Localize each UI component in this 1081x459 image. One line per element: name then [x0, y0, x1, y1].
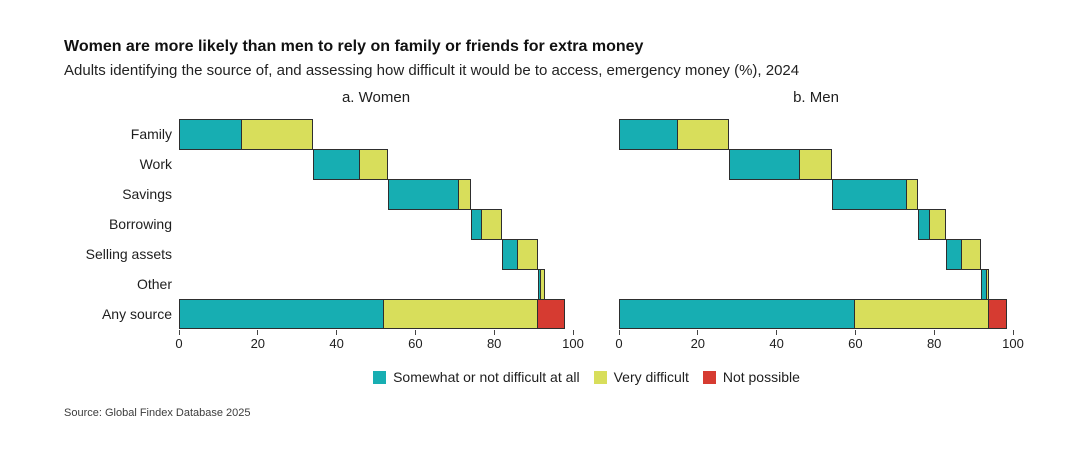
- legend: Somewhat or not difficult at all Very di…: [160, 369, 1013, 385]
- tick-mark: [618, 330, 620, 335]
- tick-label: 20: [690, 336, 706, 351]
- source-note: Source: Global Findex Database 2025: [64, 407, 251, 419]
- category-labels: [494, 119, 612, 329]
- legend-swatch-somewhat-icon: [373, 370, 387, 384]
- tick-label: 0: [175, 336, 183, 351]
- legend-item-not-possible: Not possible: [702, 369, 800, 385]
- bar-segment-somewhat: [179, 119, 243, 150]
- tick-mark: [697, 330, 699, 335]
- bar-segment-very: [382, 299, 538, 329]
- tick-label: 20: [250, 336, 266, 351]
- tick-label: 80: [486, 336, 502, 351]
- tick-label: 0: [615, 336, 623, 351]
- legend-label-not-possible: Not possible: [722, 369, 800, 385]
- tick-label: 100: [1002, 336, 1024, 351]
- bar-segment-very: [359, 149, 388, 180]
- panel-women: a. Women Family Work Savings Borrowing Selli…: [86, 89, 584, 359]
- bar-segment-somewhat: [619, 119, 679, 150]
- tick-mark: [572, 330, 574, 335]
- x-axis-women: 0 20 40 60 80 100: [175, 330, 584, 356]
- legend-item-somewhat: Somewhat or not difficult at all: [373, 369, 580, 385]
- tick-mark: [257, 330, 259, 335]
- bar-segment-not_possible: [536, 299, 566, 329]
- tick-label: 40: [769, 336, 784, 351]
- bar-segment-very: [481, 209, 503, 240]
- bar-segment-very: [929, 209, 946, 240]
- bar-segment-somewhat: [312, 149, 361, 180]
- tick-mark: [1012, 330, 1014, 335]
- category-label: Family: [130, 126, 172, 142]
- tick-label: 80: [926, 336, 942, 351]
- tick-mark: [178, 330, 180, 335]
- category-label: Selling assets: [85, 246, 172, 262]
- bar-segment-very: [905, 179, 919, 210]
- chart-subtitle: Adults identifying the source of, and as…: [64, 62, 800, 79]
- category-label: Savings: [122, 186, 172, 202]
- tick-mark: [854, 330, 856, 335]
- category-label: Borrowing: [108, 216, 172, 232]
- panel-title-women: a. Women: [341, 89, 411, 106]
- bar-segment-very: [799, 149, 832, 180]
- tick-mark: [776, 330, 778, 335]
- panel-men: b. Men 0 20 40 60 80 100: [615, 89, 1024, 359]
- category-label: Other: [136, 276, 172, 292]
- tick-mark: [336, 330, 338, 335]
- bar-segment-somewhat: [179, 299, 384, 329]
- plot-area-women: [179, 119, 573, 329]
- chart-title: Women are more likely than men to rely o…: [64, 38, 644, 55]
- tick-label: 40: [329, 336, 344, 351]
- category-label: Any source: [101, 306, 172, 322]
- bar-segment-somewhat: [831, 179, 907, 210]
- bar-segment-very: [516, 239, 538, 270]
- bar-segment-not_possible: [988, 299, 1008, 329]
- category-labels: Family Work Savings Borrowing Selling assets…: [54, 119, 172, 329]
- legend-swatch-very-icon: [593, 370, 607, 384]
- bar-segment-very: [960, 239, 982, 270]
- tick-mark: [933, 330, 935, 335]
- panel-title-men: b. Men: [793, 89, 839, 106]
- bar-segment-very: [241, 119, 313, 150]
- legend-swatch-not-possible-icon: [702, 370, 716, 384]
- bar-segment-somewhat: [387, 179, 459, 210]
- plot-area-men: [619, 119, 1013, 329]
- category-label: Work: [139, 156, 172, 172]
- x-axis-men: 0 20 40 60 80 100: [615, 330, 1024, 356]
- bar-segment-very: [985, 269, 990, 300]
- legend-label-very: Very difficult: [613, 369, 689, 385]
- tick-mark: [414, 330, 416, 335]
- bar-segment-very: [677, 119, 730, 150]
- tick-mark: [493, 330, 495, 335]
- bar-segment-somewhat: [946, 239, 962, 270]
- bar-segment-very: [457, 179, 471, 210]
- tick-label: 60: [408, 336, 423, 351]
- bar-segment-somewhat: [729, 149, 801, 180]
- tick-label: 60: [848, 336, 863, 351]
- tick-label: 100: [562, 336, 584, 351]
- bar-segment-somewhat: [619, 299, 856, 329]
- bar-segment-very: [854, 299, 990, 329]
- legend-item-very: Very difficult: [593, 369, 689, 385]
- legend-label-somewhat: Somewhat or not difficult at all: [393, 369, 580, 385]
